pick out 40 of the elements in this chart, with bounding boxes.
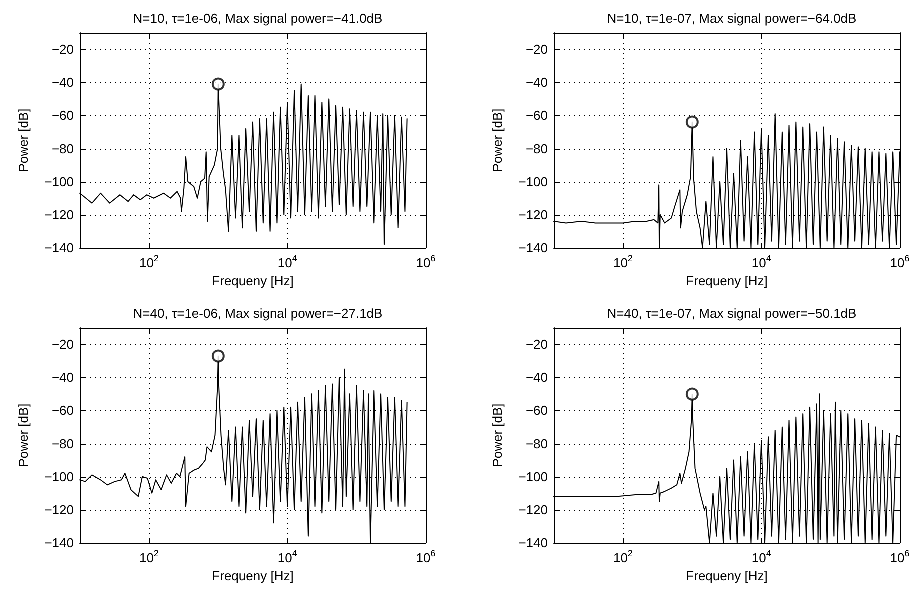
- y-axis-title: Power [dB]: [490, 404, 505, 468]
- chart-title: N=10, τ=1e-06, Max signal power=−41.0dB: [133, 11, 383, 26]
- chart-title: N=40, τ=1e-06, Max signal power=−27.1dB: [133, 306, 383, 321]
- x-axis-title: Frequeny [Hz]: [686, 273, 768, 288]
- y-tick-label: −20: [52, 337, 74, 352]
- y-tick-label: −80: [52, 141, 74, 156]
- y-tick-label: −80: [526, 141, 548, 156]
- y-tick-label: −120: [44, 502, 74, 518]
- y-tick-label: −120: [44, 207, 74, 222]
- x-axis-title: Frequeny [Hz]: [212, 568, 294, 584]
- y-tick-label: −80: [526, 436, 548, 452]
- y-tick-label: −40: [526, 370, 548, 386]
- y-tick-label: −140: [518, 536, 548, 550]
- y-tick-label: −60: [526, 108, 548, 124]
- y-axis-title: Power [dB]: [16, 404, 31, 468]
- y-tick-label: −20: [526, 337, 548, 352]
- x-axis-title: Frequeny [Hz]: [212, 273, 294, 288]
- y-tick-label: −40: [52, 75, 74, 90]
- y-tick-label: −140: [518, 240, 548, 256]
- y-tick-label: −100: [518, 469, 548, 484]
- chart-title: N=40, τ=1e-07, Max signal power=−50.1dB: [607, 306, 857, 321]
- y-tick-label: −120: [518, 502, 548, 518]
- y-tick-label: −60: [52, 108, 74, 124]
- y-tick-label: −100: [44, 174, 74, 190]
- y-tick-label: −60: [52, 403, 74, 418]
- y-tick-label: −40: [52, 370, 74, 386]
- y-tick-label: −40: [526, 75, 548, 90]
- y-tick-label: −20: [526, 42, 548, 58]
- chart-title: N=10, τ=1e-07, Max signal power=−64.0dB: [607, 11, 857, 26]
- y-tick-label: −100: [44, 469, 74, 484]
- y-axis-title: Power [dB]: [16, 108, 31, 172]
- y-tick-label: −140: [44, 240, 74, 256]
- y-tick-label: −20: [52, 42, 74, 58]
- y-tick-label: −100: [518, 174, 548, 190]
- y-tick-label: −60: [526, 403, 548, 418]
- x-axis-title: Frequeny [Hz]: [686, 568, 768, 584]
- y-tick-label: −80: [52, 436, 74, 452]
- y-tick-label: −140: [44, 536, 74, 550]
- y-axis-title: Power [dB]: [490, 108, 505, 172]
- y-tick-label: −120: [518, 207, 548, 222]
